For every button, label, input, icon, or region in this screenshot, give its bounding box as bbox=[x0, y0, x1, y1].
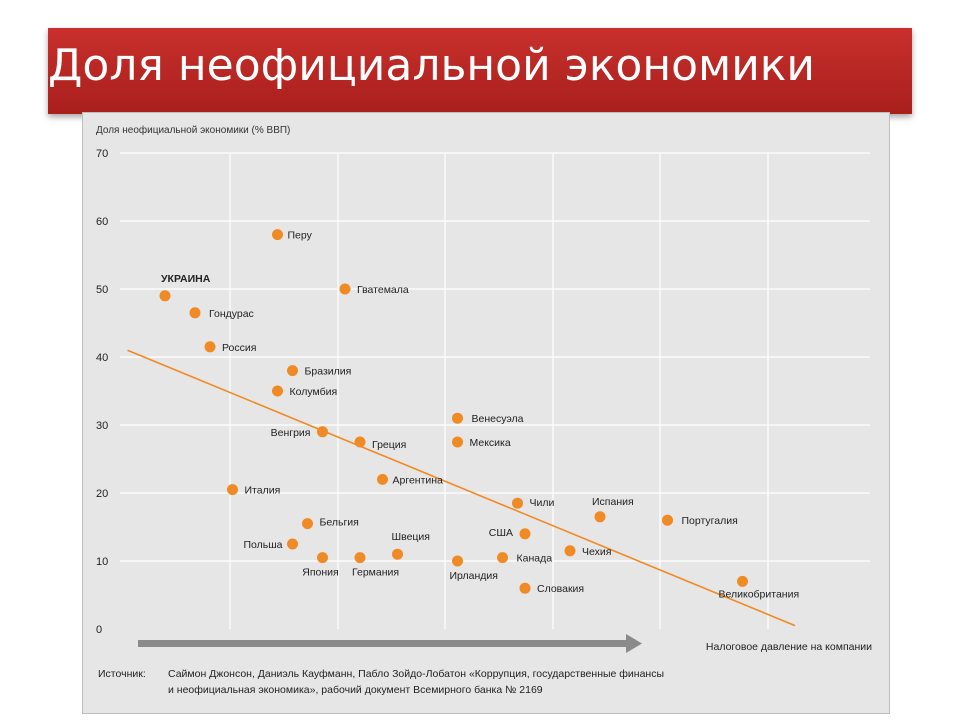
data-point bbox=[452, 436, 463, 448]
y-tick-label: 30 bbox=[96, 420, 108, 432]
data-point bbox=[272, 229, 283, 241]
point-label: Чили bbox=[530, 497, 555, 509]
data-point bbox=[159, 290, 171, 302]
point-label: Чехия bbox=[582, 546, 611, 558]
data-point bbox=[317, 426, 328, 438]
y-tick-label: 60 bbox=[96, 216, 108, 228]
data-point bbox=[662, 514, 673, 526]
data-point bbox=[189, 307, 201, 319]
slide-title: Доля неофициальной экономики bbox=[48, 40, 815, 91]
data-point bbox=[354, 436, 366, 448]
point-label: Венгрия bbox=[271, 427, 311, 439]
point-label: Великобритания bbox=[719, 588, 800, 600]
source-note: Источник: Саймон Джонсон, Даниэль Кауфман… bbox=[98, 666, 664, 698]
data-point bbox=[512, 497, 523, 509]
data-points: Перу УКРАИНА Гватемала Гондурас Россия Бразил… bbox=[159, 229, 800, 600]
data-point bbox=[227, 484, 238, 496]
point-label: США bbox=[489, 527, 513, 539]
data-point bbox=[392, 548, 403, 560]
y-tick-label: 20 bbox=[96, 488, 108, 500]
point-label: Колумбия bbox=[290, 386, 338, 398]
data-point bbox=[452, 412, 463, 424]
point-label: Бельгия bbox=[320, 517, 359, 529]
point-label: УКРАИНА bbox=[161, 273, 211, 285]
data-point bbox=[204, 341, 216, 353]
data-point bbox=[287, 365, 298, 377]
data-point bbox=[317, 552, 328, 564]
y-tick-label: 0 bbox=[96, 624, 102, 636]
point-label: Аргентина bbox=[393, 474, 444, 486]
y-axis-label: Доля неофициальной экономики (% ВВП) bbox=[96, 124, 290, 136]
x-axis-bar bbox=[138, 640, 626, 647]
data-point bbox=[737, 575, 748, 587]
x-axis-arrow bbox=[138, 634, 642, 653]
point-label: Гватемала bbox=[357, 284, 409, 296]
data-point bbox=[452, 555, 463, 567]
source-line-1: Саймон Джонсон, Даниэль Кауфманн, Пабло … bbox=[168, 668, 665, 680]
data-point bbox=[377, 473, 388, 485]
point-label: Япония bbox=[302, 567, 338, 579]
trend-line bbox=[127, 349, 796, 627]
point-label: Ирландия bbox=[450, 570, 498, 582]
data-point bbox=[519, 528, 531, 540]
point-label: Венесуэла bbox=[472, 413, 524, 425]
y-tick-label: 40 bbox=[96, 352, 108, 364]
point-label: Греция bbox=[372, 439, 406, 451]
y-tick-label: 50 bbox=[96, 284, 108, 296]
point-label: Польша bbox=[243, 539, 282, 551]
chart-panel bbox=[82, 112, 890, 714]
point-label: Гондурас bbox=[209, 308, 254, 320]
y-tick-label: 10 bbox=[96, 556, 108, 568]
trendline bbox=[127, 349, 796, 627]
title-banner bbox=[48, 28, 912, 114]
data-point bbox=[287, 538, 298, 550]
point-label: Италия bbox=[245, 485, 281, 497]
data-point bbox=[497, 552, 508, 564]
point-label: Россия bbox=[222, 342, 256, 354]
point-label: Канада bbox=[517, 553, 553, 565]
point-label: Испания bbox=[592, 496, 634, 508]
data-point bbox=[594, 511, 606, 523]
y-ticks: 70 60 50 40 30 20 10 0 bbox=[96, 148, 108, 636]
source-line-2: и неофициальная экономика», рабочий доку… bbox=[168, 684, 543, 696]
data-point bbox=[339, 283, 351, 295]
source-key: Источник: bbox=[98, 668, 146, 680]
point-label: Бразилия bbox=[305, 366, 352, 378]
data-point bbox=[519, 582, 531, 594]
grid bbox=[120, 152, 870, 629]
data-point bbox=[354, 552, 366, 564]
y-tick-label: 70 bbox=[96, 148, 108, 160]
data-point bbox=[272, 385, 283, 397]
point-label: Перу bbox=[288, 230, 313, 242]
point-label: Португалия bbox=[682, 515, 738, 527]
point-label: Словакия bbox=[537, 583, 584, 595]
point-label: Швеция bbox=[392, 531, 431, 543]
data-point bbox=[564, 545, 576, 557]
x-axis-arrowhead bbox=[626, 634, 642, 653]
point-label: Мексика bbox=[470, 437, 511, 449]
point-label: Германия bbox=[352, 567, 399, 579]
x-axis-label: Налоговое давление на компании bbox=[706, 641, 872, 653]
data-point bbox=[302, 518, 313, 530]
